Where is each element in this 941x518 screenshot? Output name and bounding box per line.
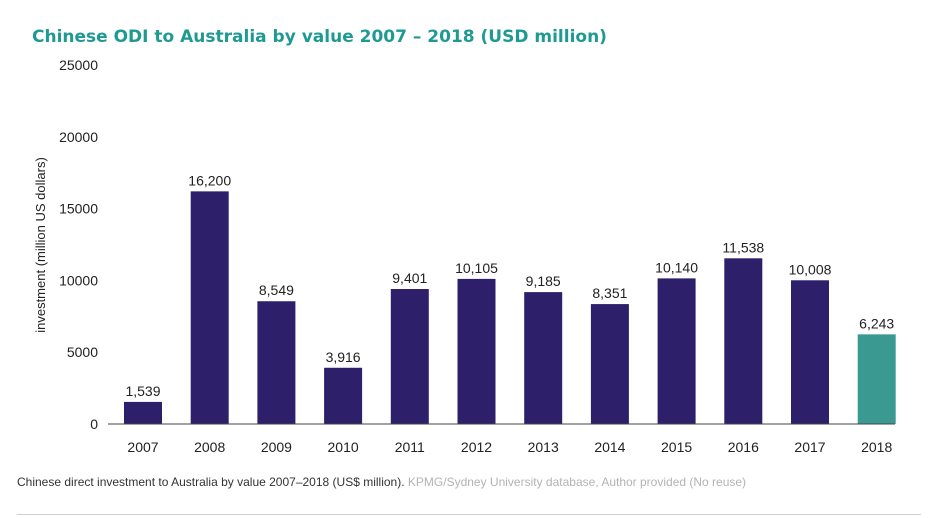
chart-title: Chinese ODI to Australia by value 2007 –… (32, 27, 607, 47)
bar-2018 (857, 334, 896, 424)
y-tick-label: 0 (90, 416, 98, 432)
bar-2012 (457, 278, 496, 424)
bar-2016 (724, 258, 763, 424)
x-tick-label-2012: 2012 (461, 439, 492, 455)
bar-2015 (657, 278, 696, 424)
value-label-2007: 1,539 (125, 383, 160, 399)
caption-credit: KPMG/Sydney University database, Author … (407, 475, 747, 489)
x-axis-ticks: 2007 2008 2009 2010 2011 2012 2013 2014 2015 2016… (127, 439, 892, 455)
x-tick-label-2017: 2017 (794, 439, 825, 455)
value-label-2014: 8,351 (592, 285, 627, 301)
bar-2007 (124, 401, 162, 424)
y-tick-label: 20000 (59, 129, 98, 145)
x-tick-label-2009: 2009 (261, 439, 292, 455)
y-axis-label: investment (million US dollars) (33, 157, 48, 333)
x-tick-label-2015: 2015 (661, 439, 692, 455)
bar-2017 (791, 280, 829, 424)
value-label-2011: 9,401 (392, 270, 427, 286)
x-tick-label-2014: 2014 (594, 439, 625, 455)
divider (17, 514, 921, 515)
x-tick-label-2008: 2008 (194, 439, 225, 455)
bar-2013 (524, 292, 563, 424)
value-label-2017: 10,008 (789, 261, 832, 277)
bar-2010 (324, 367, 363, 424)
x-tick-label-2016: 2016 (728, 439, 759, 455)
bar-chart: investment (million US dollars) 0 5000 100… (33, 57, 896, 455)
value-label-2015: 10,140 (655, 259, 698, 275)
bars (124, 191, 896, 424)
x-tick-label-2007: 2007 (127, 439, 158, 455)
value-labels: 1,539 16,200 8,549 3,916 9,401 10,105 9,185 8,3… (125, 172, 894, 399)
y-tick-label: 15000 (59, 201, 98, 217)
caption-text: Chinese direct investment to Australia b… (17, 475, 405, 489)
value-label-2018: 6,243 (859, 315, 894, 331)
x-tick-label-2018: 2018 (861, 439, 892, 455)
bar-2011 (390, 289, 429, 424)
value-label-2013: 9,185 (526, 273, 561, 289)
y-tick-label: 10000 (59, 272, 98, 288)
y-axis-ticks: 0 5000 10000 15000 20000 25000 (59, 57, 98, 432)
y-tick-label: 5000 (67, 344, 98, 360)
bar-2014 (590, 304, 629, 424)
bar-2009 (257, 301, 296, 424)
value-label-2012: 10,105 (455, 260, 498, 276)
y-tick-label: 25000 (59, 57, 98, 73)
x-tick-label-2010: 2010 (328, 439, 359, 455)
bar-2008 (190, 191, 229, 424)
value-label-2016: 11,538 (722, 239, 764, 255)
value-label-2008: 16,200 (188, 172, 231, 188)
x-tick-label-2011: 2011 (395, 439, 425, 455)
value-label-2009: 8,549 (259, 282, 294, 298)
value-label-2010: 3,916 (326, 349, 361, 365)
x-tick-label-2013: 2013 (528, 439, 559, 455)
figure-caption: Chinese direct investment to Australia b… (17, 475, 746, 489)
